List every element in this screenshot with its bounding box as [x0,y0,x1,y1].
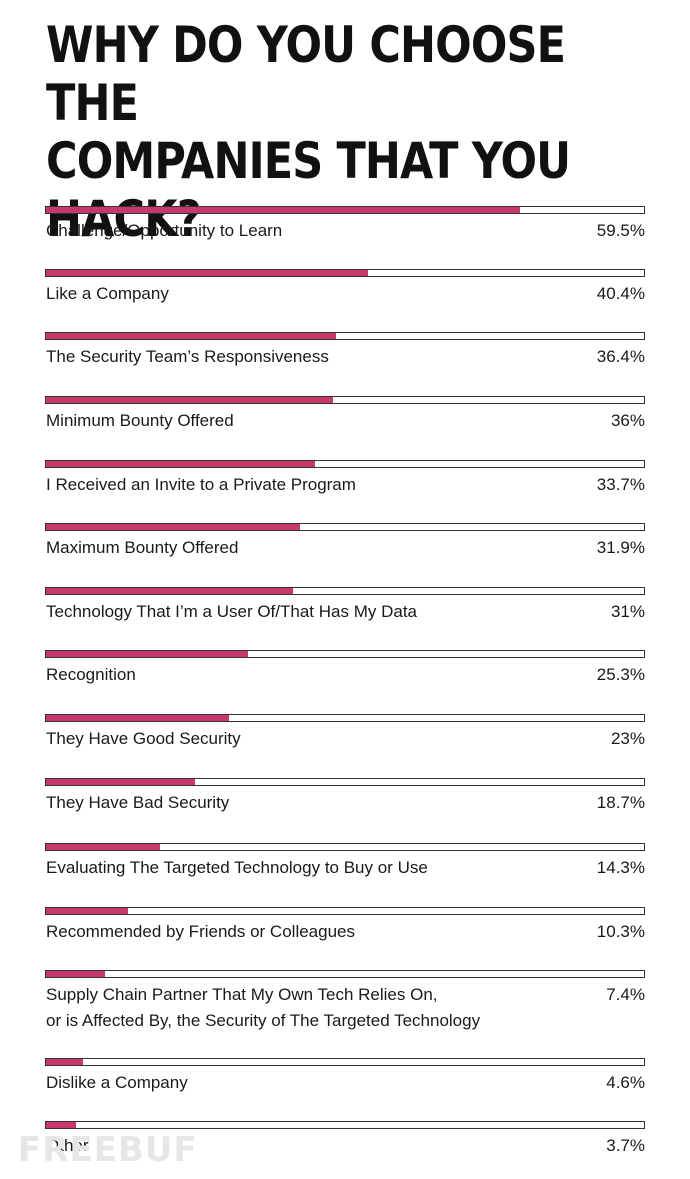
bar-value-label: 4.6% [606,1073,645,1092]
bar-label: Other [46,1136,89,1155]
bar-track [45,843,645,851]
bar-label: They Have Bad Security [46,793,230,812]
bar-label: Technology That I’m a User Of/That Has M… [46,602,417,621]
bar-label: Maximum Bounty Offered [46,538,239,557]
bar-value-label: 59.5% [596,221,645,240]
bar-fill [46,1059,83,1065]
bar-fill [46,461,315,467]
bar-value-label: 36% [610,411,645,430]
bar-label: The Security Team’s Responsiveness [46,347,329,366]
bar-value-label: 31% [610,602,645,621]
bar-label: Dislike a Company [46,1073,188,1092]
bar-track [45,970,645,978]
bar-label: I Received an Invite to a Private Progra… [46,475,356,494]
bar-fill [46,588,293,594]
bar-fill [46,908,128,914]
bar-fill [46,524,300,530]
bar-fill [46,207,520,213]
bar-track [45,714,645,722]
bar-track [45,206,645,214]
bar-fill [46,333,336,339]
bar-fill [46,651,248,657]
bar-value-label: 25.3% [596,665,645,684]
bar-value-label: 7.4% [606,985,645,1004]
bar-label: Recommended by Friends or Colleagues [46,922,355,941]
bar-label: They Have Good Security [46,729,241,748]
bar-value-label: 33.7% [596,475,645,494]
bar-track [45,650,645,658]
bar-fill [46,779,195,785]
bar-fill [46,397,333,403]
bar-value-label: 18.7% [596,793,645,812]
bar-track [45,907,645,915]
bar-label: Evaluating The Targeted Technology to Bu… [46,858,428,877]
bar-label: Challenge/Opportunity to Learn [46,221,283,240]
bar-track [45,269,645,277]
bar-fill [46,1122,76,1128]
bar-track [45,460,645,468]
bar-value-label: 14.3% [596,858,645,877]
bar-track [45,1058,645,1066]
title-line-2: COMPANIES THAT YOU HACK? [46,132,571,248]
bar-track [45,332,645,340]
bar-track [45,396,645,404]
bar-value-label: 23% [610,729,645,748]
bar-track [45,778,645,786]
bar-track [45,1121,645,1129]
bar-track [45,523,645,531]
bar-value-label: 40.4% [596,284,645,303]
bar-label: Like a Company [46,284,169,303]
bar-value-label: 31.9% [596,538,645,557]
bar-fill [46,270,368,276]
title-line-1: WHY DO YOU CHOOSE THE [46,16,566,132]
bar-value-label: 36.4% [596,347,645,366]
bar-value-label: 3.7% [606,1136,645,1155]
bar-label: Minimum Bounty Offered [46,411,234,430]
bar-value-label: 10.3% [596,922,645,941]
bar-fill [46,715,229,721]
bar-label: Recognition [46,665,136,684]
bar-track [45,587,645,595]
page-title: WHY DO YOU CHOOSE THE COMPANIES THAT YOU… [46,16,579,248]
bar-fill [46,844,160,850]
bar-fill [46,971,105,977]
bar-label: Supply Chain Partner That My Own Tech Re… [46,985,481,1030]
